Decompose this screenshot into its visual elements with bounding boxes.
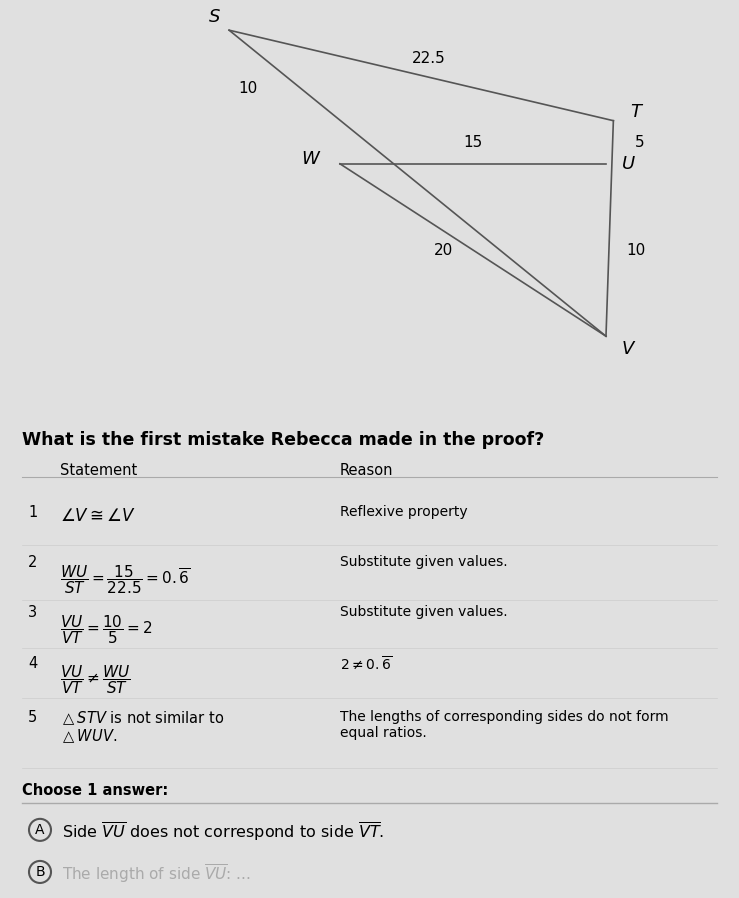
Text: T: T [630, 103, 641, 121]
Text: The lengths of corresponding sides do not form: The lengths of corresponding sides do no… [340, 709, 669, 724]
Text: B: B [35, 865, 45, 879]
Text: 1: 1 [28, 506, 37, 520]
Text: 10: 10 [626, 242, 645, 258]
Text: 5: 5 [634, 135, 644, 150]
Text: V: V [622, 340, 634, 358]
Text: 4: 4 [28, 656, 37, 671]
Text: Reason: Reason [340, 463, 393, 478]
Text: $2 \neq 0.\overline{6}$: $2 \neq 0.\overline{6}$ [340, 656, 392, 673]
Text: 22.5: 22.5 [412, 50, 446, 66]
Text: The length of side $\overline{VU}$: ...: The length of side $\overline{VU}$: ... [62, 862, 251, 885]
Text: Substitute given values.: Substitute given values. [340, 555, 508, 569]
Text: $\triangle STV$ is not similar to: $\triangle STV$ is not similar to [60, 709, 225, 727]
Text: What is the first mistake Rebecca made in the proof?: What is the first mistake Rebecca made i… [22, 431, 544, 449]
Text: Substitute given values.: Substitute given values. [340, 605, 508, 620]
Text: $\dfrac{VU}{VT} = \dfrac{10}{5} = 2$: $\dfrac{VU}{VT} = \dfrac{10}{5} = 2$ [60, 613, 152, 647]
Text: S: S [208, 8, 220, 26]
Text: 3: 3 [28, 605, 37, 621]
Text: 2: 2 [28, 555, 38, 570]
Text: 10: 10 [238, 81, 257, 96]
Text: 20: 20 [434, 242, 453, 258]
Text: Reflexive property: Reflexive property [340, 506, 468, 519]
Text: Statement: Statement [60, 463, 137, 478]
Text: equal ratios.: equal ratios. [340, 726, 426, 740]
Text: Choose 1 answer:: Choose 1 answer: [22, 783, 168, 797]
Text: A: A [35, 823, 45, 837]
Text: 5: 5 [28, 709, 37, 725]
Text: $\triangle WUV$.: $\triangle WUV$. [60, 727, 118, 745]
Text: U: U [621, 154, 635, 172]
Text: W: W [302, 151, 319, 169]
Text: $\dfrac{WU}{ST} = \dfrac{15}{22.5} = 0.\overline{6}$: $\dfrac{WU}{ST} = \dfrac{15}{22.5} = 0.\… [60, 563, 191, 596]
Text: $\angle V \cong \angle V$: $\angle V \cong \angle V$ [60, 507, 136, 525]
Text: 15: 15 [463, 135, 483, 150]
Text: Side $\overline{VU}$ does not correspond to side $\overline{VT}$.: Side $\overline{VU}$ does not correspond… [62, 820, 384, 843]
Text: $\dfrac{VU}{VT} \neq \dfrac{WU}{ST}$: $\dfrac{VU}{VT} \neq \dfrac{WU}{ST}$ [60, 664, 131, 696]
